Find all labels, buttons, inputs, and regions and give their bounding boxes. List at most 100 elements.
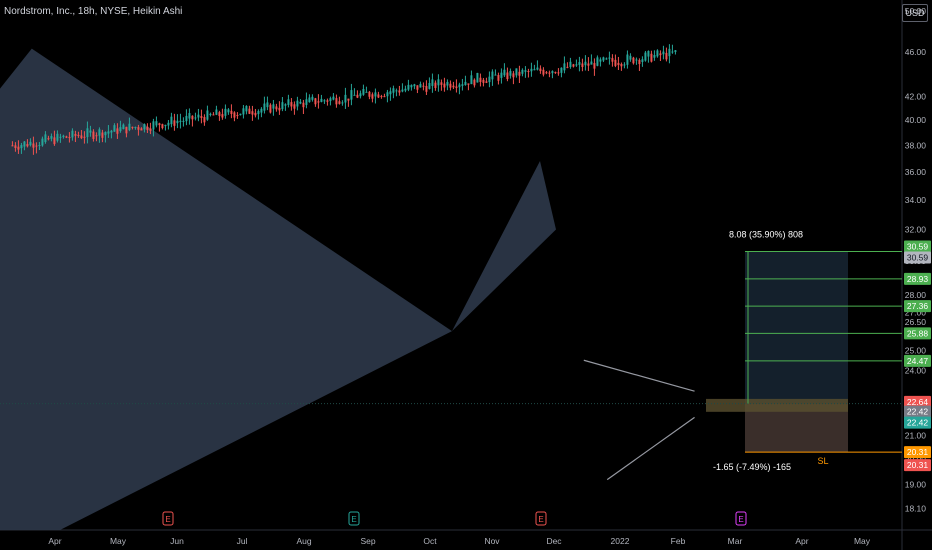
candle-body [170,116,173,125]
candle-body [536,67,539,70]
candle-body [224,108,227,116]
candle-body [53,137,56,145]
candle-body [47,138,50,140]
candle-body [287,99,290,105]
candle-body [290,102,293,107]
candle-body [557,72,560,74]
currency-badge[interactable]: USD [902,4,928,22]
candle-body [227,109,230,113]
candle-body [221,114,224,118]
candle-body [332,96,335,100]
x-tick-label: Sep [360,536,375,546]
candle-body [398,90,401,93]
price-badge-value: 22.42 [907,418,929,428]
candle-body [230,110,233,114]
price-badge-value: 25.88 [907,328,929,338]
candle-body [566,66,569,68]
candle-body [308,97,311,103]
candle-body [152,121,155,130]
candle-body [14,145,17,149]
x-tick-label: Jul [237,536,248,546]
candle-body [581,63,584,67]
candle-body [266,102,269,108]
price-badge [904,459,931,472]
candle-body [479,77,482,82]
candle-body [62,135,65,138]
candle-body [275,106,278,110]
candle-body [614,59,617,66]
earnings-marker-icon [735,511,747,526]
candle-body [293,104,296,109]
candle-body [344,94,347,103]
candle-body [548,72,551,74]
candle-body [68,137,71,139]
candle-body [374,92,377,97]
candle-body [335,98,338,105]
candle-body [509,71,512,76]
earnings-marker-label: E [351,515,356,524]
candle-body [668,48,671,57]
candle-body [371,94,374,99]
candle-body [497,75,500,81]
candle-body [455,86,458,88]
y-tick-label: 46.00 [905,47,927,57]
x-tick-label: Aug [296,536,311,546]
price-badge-value: 20.31 [907,447,929,457]
candle-body [50,136,53,139]
y-tick-label: 42.00 [905,91,927,101]
candle-body [653,54,656,58]
candle-body [179,120,182,122]
candle-body [200,116,203,118]
candle-body [491,71,494,80]
candle-body [467,83,470,85]
x-tick-label: May [854,536,871,546]
candle-body [434,82,437,88]
candle-body [482,79,485,83]
candle-body [578,62,581,65]
candle-body [488,76,491,83]
candle-body [158,123,161,126]
candle-body [599,59,602,62]
candle-body [545,72,548,74]
candle-body [419,83,422,88]
candle-body [644,52,647,61]
candle-body [197,114,200,118]
candle-body [251,111,254,115]
candle-body [551,71,554,74]
candle-body [83,136,86,138]
candle-body [674,50,677,52]
candle-body [119,127,122,132]
candle-body [167,122,170,126]
candle-body [410,85,413,88]
candle-body [587,63,590,66]
price-badge-value: 24.47 [907,356,929,366]
candle-body [86,128,89,138]
y-tick-label: 24.00 [905,365,927,375]
candle-body [239,113,242,116]
y-tick-label: 50.00 [905,6,927,16]
candle-body [554,72,557,74]
candle-body [494,74,497,76]
candle-body [473,79,476,86]
candle-body [659,53,662,56]
candle-body [137,127,140,130]
candle-body [626,54,629,65]
candle-body [311,96,314,100]
profit-label: 8.08 (35.90%) 808 [729,230,803,240]
y-tick-label: 25.00 [905,345,927,355]
candle-body [422,85,425,87]
candle-body [317,101,320,103]
candle-body [638,59,641,64]
x-tick-label: Jun [170,536,184,546]
candle-body [401,89,404,92]
stop-loss-label: SL [817,456,828,466]
candle-body [242,108,245,115]
candle-body [326,100,329,102]
candle-body [299,101,302,104]
candle-body [185,115,188,122]
candle-body [560,67,563,73]
price-badge-value: 30.59 [907,242,929,252]
candle-body [278,107,281,111]
candle-body [440,82,443,85]
